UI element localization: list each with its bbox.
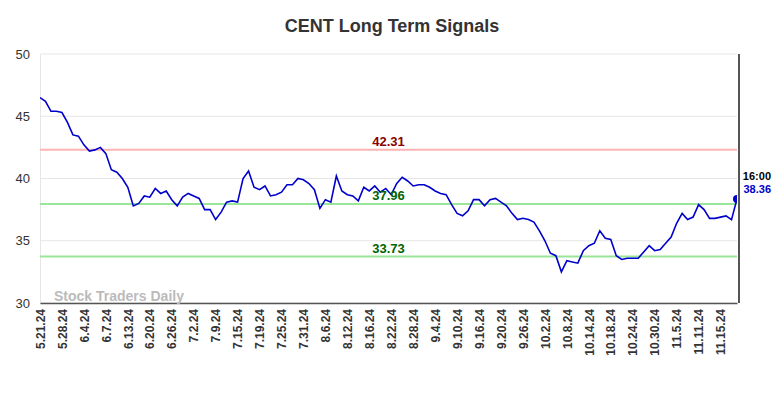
last-point — [733, 195, 737, 203]
x-tick: 6.4.24 — [78, 303, 92, 342]
x-tick-label: 6.13.24 — [122, 309, 136, 349]
x-tick: 6.7.24 — [100, 303, 114, 342]
x-tick-label: 6.20.24 — [143, 309, 157, 349]
x-tick: 8.6.24 — [319, 303, 333, 342]
x-tick-label: 10.2.24 — [539, 309, 553, 349]
x-tick-label: 7.25.24 — [275, 309, 289, 349]
y-axis: 30 35 40 45 50 — [16, 47, 41, 311]
x-tick-label: 10.24.24 — [626, 309, 640, 356]
x-tick: 7.15.24 — [231, 303, 245, 349]
x-tick: 5.21.24 — [34, 303, 48, 349]
grid-line — [40, 116, 737, 117]
x-tick: 10.8.24 — [561, 303, 575, 349]
x-tick: 10.24.24 — [626, 303, 640, 356]
plot-frame — [738, 54, 740, 303]
x-tick-label: 9.4.24 — [429, 309, 443, 343]
x-tick: 9.4.24 — [429, 303, 443, 342]
x-tick-label: 11.11.24 — [692, 309, 706, 355]
x-tick: 10.30.24 — [648, 303, 662, 356]
x-axis: 5.21.24 5.28.24 6.4.24 6.7.24 6.13.24 6.20.24… — [34, 303, 738, 356]
x-tick: 7.19.24 — [253, 303, 267, 349]
y-tick: 50 — [16, 47, 40, 62]
x-tick-label: 9.20.24 — [495, 309, 509, 349]
x-tick: 9.20.24 — [495, 303, 509, 349]
y-tick-label: 30 — [16, 296, 30, 311]
x-tick-label: 7.15.24 — [231, 309, 245, 349]
x-tick-label: 5.21.24 — [34, 309, 48, 349]
x-tick: 8.22.24 — [385, 303, 399, 349]
x-tick: 5.28.24 — [56, 303, 70, 349]
x-tick: 11.15.24 — [714, 303, 728, 355]
y-tick-label: 45 — [16, 109, 30, 124]
chart: CENT Long Term Signals30354045505.21.245… — [0, 0, 784, 398]
x-tick: 6.20.24 — [143, 303, 157, 349]
x-tick: 9.26.24 — [517, 303, 531, 349]
plot-area — [40, 98, 737, 272]
reference-label: 33.73 — [372, 241, 405, 256]
y-tick-label: 40 — [16, 171, 30, 186]
x-tick-label: 11.5.24 — [670, 309, 684, 349]
x-tick-label: 6.26.24 — [165, 309, 179, 349]
x-tick: 6.26.24 — [165, 303, 179, 349]
y-tick: 40 — [16, 171, 40, 186]
x-tick-label: 7.31.24 — [297, 309, 311, 349]
x-tick-label: 10.18.24 — [604, 309, 618, 356]
reference-label: 42.31 — [372, 134, 405, 149]
x-tick-label: 9.10.24 — [451, 309, 465, 349]
x-tick-label: 10.14.24 — [583, 309, 597, 356]
x-tick: 6.13.24 — [122, 303, 136, 349]
x-tick: 11.5.24 — [670, 303, 684, 348]
x-tick-label: 8.22.24 — [385, 309, 399, 349]
x-tick: 10.18.24 — [604, 303, 618, 356]
x-tick: 7.31.24 — [297, 303, 311, 349]
y-tick-label: 50 — [16, 47, 30, 62]
x-tick: 7.2.24 — [187, 303, 201, 342]
end-time-label: 16:00 — [743, 170, 771, 182]
x-tick: 11.11.24 — [692, 303, 706, 354]
title: CENT Long Term Signals — [285, 16, 500, 36]
x-tick-label: 10.8.24 — [561, 309, 575, 349]
y-tick-label: 35 — [16, 233, 30, 248]
grid-line — [40, 178, 737, 179]
x-tick: 7.9.24 — [209, 303, 223, 342]
reference-label: 37.96 — [372, 188, 405, 203]
x-tick-label: 9.16.24 — [473, 309, 487, 349]
x-tick: 9.10.24 — [451, 303, 465, 349]
x-tick-label: 8.6.24 — [319, 309, 333, 343]
x-tick: 8.28.24 — [407, 303, 421, 349]
x-tick-label: 6.4.24 — [78, 309, 92, 343]
x-tick-label: 10.30.24 — [648, 309, 662, 356]
x-tick-label: 7.19.24 — [253, 309, 267, 349]
x-tick-label: 7.2.24 — [187, 309, 201, 343]
x-tick-label: 8.16.24 — [363, 309, 377, 349]
x-tick-label: 8.28.24 — [407, 309, 421, 349]
x-tick-label: 8.12.24 — [341, 309, 355, 349]
x-tick-label: 11.15.24 — [714, 309, 728, 355]
x-tick-label: 7.9.24 — [209, 309, 223, 343]
x-tick: 10.2.24 — [539, 303, 553, 349]
grid — [40, 54, 737, 303]
x-tick: 7.25.24 — [275, 303, 289, 349]
y-tick: 45 — [16, 109, 40, 124]
x-tick: 8.12.24 — [341, 303, 355, 349]
x-tick: 8.16.24 — [363, 303, 377, 349]
end-value-label: 38.36 — [743, 183, 771, 195]
x-tick-label: 9.26.24 — [517, 309, 531, 349]
reference-line — [40, 149, 737, 151]
y-tick: 30 — [16, 296, 40, 311]
reference-line — [40, 203, 737, 205]
x-tick: 10.14.24 — [583, 303, 597, 356]
y-tick: 35 — [16, 233, 40, 248]
x-tick-label: 6.7.24 — [100, 309, 114, 343]
grid-line — [40, 54, 737, 55]
x-tick-label: 5.28.24 — [56, 309, 70, 349]
reference-line — [40, 256, 737, 258]
y-axis-line — [40, 55, 41, 304]
price-line — [40, 98, 737, 272]
x-tick: 9.16.24 — [473, 303, 487, 349]
watermark: Stock Traders Daily — [54, 288, 184, 304]
